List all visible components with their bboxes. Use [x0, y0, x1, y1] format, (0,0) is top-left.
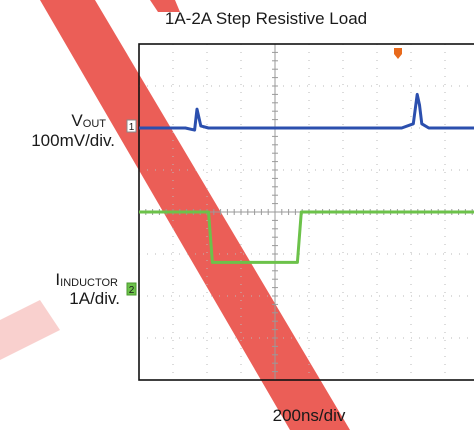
watermark-band: [0, 0, 350, 430]
watermark-stripe-left: [0, 300, 60, 360]
ch1-scale: 100mV/div.: [31, 131, 115, 150]
trigger-marker: [394, 48, 402, 59]
ch2-name: IINDUCTOR: [55, 270, 118, 289]
trace-inductor-current: [139, 210, 474, 264]
ch2-name-main: I: [55, 270, 60, 289]
trigger-arrow-icon: [394, 48, 402, 59]
ch2-scale: 1A/div.: [69, 289, 120, 308]
watermark-stripe-main: [40, 0, 350, 430]
ch2-name-sub: INDUCTOR: [60, 277, 118, 289]
ch1-name: VOUT: [71, 111, 106, 130]
ch1-name-sub: OUT: [83, 118, 107, 130]
ch1-name-main: V: [71, 111, 83, 130]
ch2-marker-label: 2: [129, 285, 135, 296]
chart-title: 1A-2A Step Resistive Load: [165, 9, 367, 28]
watermark-stripe-top: [150, 0, 180, 12]
ch1-marker-label: 1: [129, 122, 135, 133]
traces: [139, 92, 474, 264]
x-axis-label: 200ns/div: [273, 406, 346, 425]
trace-vout: [139, 92, 474, 132]
ch1-marker: 1: [126, 119, 137, 133]
ch2-marker: 2: [126, 282, 137, 296]
